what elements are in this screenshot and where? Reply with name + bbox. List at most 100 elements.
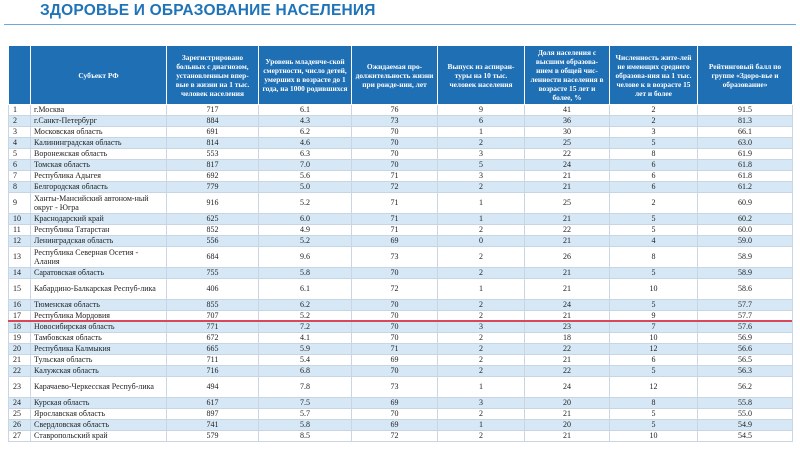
value-cell: 61.8 (697, 170, 793, 182)
value-cell: 22 (524, 365, 610, 377)
rank-cell: 9 (8, 192, 31, 214)
column-header: Субъект РФ (30, 45, 167, 105)
value-cell: 4 (609, 235, 698, 247)
value-cell: 72 (351, 278, 438, 300)
value-cell: 12 (609, 376, 698, 398)
rank-cell: 23 (8, 376, 31, 398)
value-cell: 0 (437, 235, 525, 247)
value-cell: 63.0 (697, 137, 793, 149)
value-cell: 406 (166, 278, 259, 300)
value-cell: 21 (524, 170, 610, 182)
value-cell: 2 (437, 430, 525, 442)
value-cell: 2 (437, 332, 525, 344)
rank-cell: 16 (8, 299, 31, 311)
table-row: 8 Белгородская область 779 5.0 72 2 21 6 61.2 (8, 181, 793, 193)
value-cell: 5 (609, 224, 698, 236)
value-cell: 70 (351, 299, 438, 311)
value-cell: 5.8 (258, 267, 352, 279)
value-cell: 18 (524, 332, 610, 344)
page-title: ЗДОРОВЬЕ И ОБРАЗОВАНИЕ НАСЕЛЕНИЯ (40, 2, 376, 19)
value-cell: 54.9 (697, 419, 793, 431)
rank-cell: 12 (8, 235, 31, 247)
rank-cell: 13 (8, 246, 31, 268)
value-cell: 60.2 (697, 213, 793, 225)
value-cell: 8 (609, 397, 698, 409)
value-cell: 9 (437, 104, 525, 116)
value-cell: 2 (609, 104, 698, 116)
value-cell: 70 (351, 159, 438, 171)
value-cell: 2 (437, 408, 525, 420)
value-cell: 553 (166, 148, 259, 160)
rank-cell: 1 (8, 104, 31, 116)
table-row: 6 Томская область 817 7.0 70 5 24 6 61.8 (8, 159, 793, 171)
value-cell: 5 (437, 159, 525, 171)
value-cell: 7.0 (258, 159, 352, 171)
value-cell: 741 (166, 419, 259, 431)
value-cell: 81.3 (697, 115, 793, 127)
title-underline (4, 24, 796, 25)
value-cell: 56.6 (697, 343, 793, 355)
value-cell: 70 (351, 126, 438, 138)
value-cell: 1 (437, 126, 525, 138)
value-cell: 21 (524, 354, 610, 366)
value-cell: 22 (524, 224, 610, 236)
region-cell: Карачаево-Черкесская Респуб-лика (30, 376, 167, 398)
value-cell: 91.5 (697, 104, 793, 116)
region-cell: Томская область (30, 159, 167, 171)
rank-cell: 6 (8, 159, 31, 171)
value-cell: 5 (609, 137, 698, 149)
value-cell: 5.2 (258, 235, 352, 247)
value-cell: 71 (351, 170, 438, 182)
value-cell: 5 (609, 213, 698, 225)
value-cell: 3 (437, 397, 525, 409)
value-cell: 61.9 (697, 148, 793, 160)
value-cell: 70 (351, 148, 438, 160)
region-cell: Ханты-Мансийский автоном-ный округ - Югр… (30, 192, 167, 214)
value-cell: 779 (166, 181, 259, 193)
value-cell: 579 (166, 430, 259, 442)
column-header: Рейтинговый балл по группе «Здоро-вье и … (697, 45, 793, 105)
value-cell: 66.1 (697, 126, 793, 138)
highlight-divider (8, 320, 792, 322)
value-cell: 70 (351, 321, 438, 333)
value-cell: 72 (351, 430, 438, 442)
value-cell: 73 (351, 115, 438, 127)
value-cell: 6 (609, 181, 698, 193)
value-cell: 55.8 (697, 397, 793, 409)
rank-cell: 4 (8, 137, 31, 149)
value-cell: 72 (351, 181, 438, 193)
value-cell: 20 (524, 419, 610, 431)
value-cell: 22 (524, 343, 610, 355)
table-row: 5 Воронежская область 553 6.3 70 3 22 8 61.9 (8, 148, 793, 160)
value-cell: 5 (609, 365, 698, 377)
value-cell: 6.1 (258, 104, 352, 116)
value-cell: 21 (524, 213, 610, 225)
value-cell: 5.7 (258, 408, 352, 420)
value-cell: 5 (609, 419, 698, 431)
region-cell: Краснодарский край (30, 213, 167, 225)
value-cell: 755 (166, 267, 259, 279)
table-row: 4 Калининградская область 814 4.6 70 2 25 5 63.0 (8, 137, 793, 149)
table-row: 26 Свердловская область 741 5.8 69 1 20 5 54.9 (8, 419, 793, 431)
value-cell: 56.2 (697, 376, 793, 398)
value-cell: 3 (437, 170, 525, 182)
rank-cell: 8 (8, 181, 31, 193)
value-cell: 3 (609, 126, 698, 138)
value-cell: 665 (166, 343, 259, 355)
region-cell: г.Москва (30, 104, 167, 116)
table-row: 25 Ярославская область 897 5.7 70 2 21 5 55.0 (8, 408, 793, 420)
value-cell: 5.9 (258, 343, 352, 355)
value-cell: 21 (524, 408, 610, 420)
value-cell: 6 (609, 354, 698, 366)
value-cell: 54.5 (697, 430, 793, 442)
value-cell: 70 (351, 332, 438, 344)
value-cell: 711 (166, 354, 259, 366)
value-cell: 2 (437, 267, 525, 279)
value-cell: 817 (166, 159, 259, 171)
rank-cell: 3 (8, 126, 31, 138)
value-cell: 2 (437, 137, 525, 149)
value-cell: 21 (524, 278, 610, 300)
value-cell: 7.2 (258, 321, 352, 333)
value-cell: 2 (437, 181, 525, 193)
value-cell: 5 (609, 299, 698, 311)
